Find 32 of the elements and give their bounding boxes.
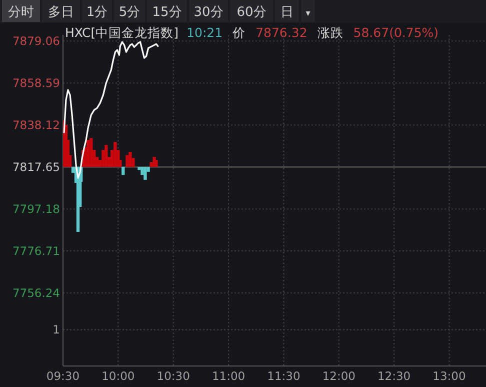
annotation: 58.67(0.75%) <box>353 25 439 40</box>
bar <box>144 166 147 180</box>
bar <box>122 166 125 175</box>
x-tick-label: 10:30 <box>156 369 190 383</box>
x-tick-label: 10:00 <box>102 369 135 383</box>
y-tick-label: 7879.06 <box>12 34 60 48</box>
annotation: 价 <box>232 25 246 40</box>
bar <box>114 142 117 167</box>
line-series <box>63 41 160 179</box>
y-tick-label: 7817.65 <box>12 160 60 174</box>
y-tick-label: 7756.24 <box>12 286 60 300</box>
bar <box>154 160 158 167</box>
x-tick-label: 09:30 <box>46 369 80 383</box>
bar <box>90 138 93 167</box>
y-tick-label: 7776.71 <box>12 244 60 258</box>
x-tick-label: 11:00 <box>212 369 246 383</box>
bar <box>128 152 132 167</box>
x-tick-label: 12:30 <box>377 369 411 383</box>
y-tick-label: 7838.12 <box>12 118 60 132</box>
text: 1 <box>52 322 60 337</box>
annotation: 涨跌 <box>317 25 344 40</box>
chart-title: HXC[中国金龙指数] <box>65 25 179 40</box>
annotation: 7876.32 <box>256 25 308 40</box>
bar <box>104 145 108 167</box>
x-tick-label: 12:00 <box>322 369 356 383</box>
y-tick-label: 7858.59 <box>12 76 60 90</box>
annotation: 10:21 <box>186 25 223 40</box>
bar <box>86 140 90 167</box>
x-tick-label: 11:30 <box>267 369 300 383</box>
y-tick-label: 7797.18 <box>12 202 60 216</box>
x-tick-label: 13:00 <box>432 369 466 383</box>
bar <box>126 155 129 167</box>
